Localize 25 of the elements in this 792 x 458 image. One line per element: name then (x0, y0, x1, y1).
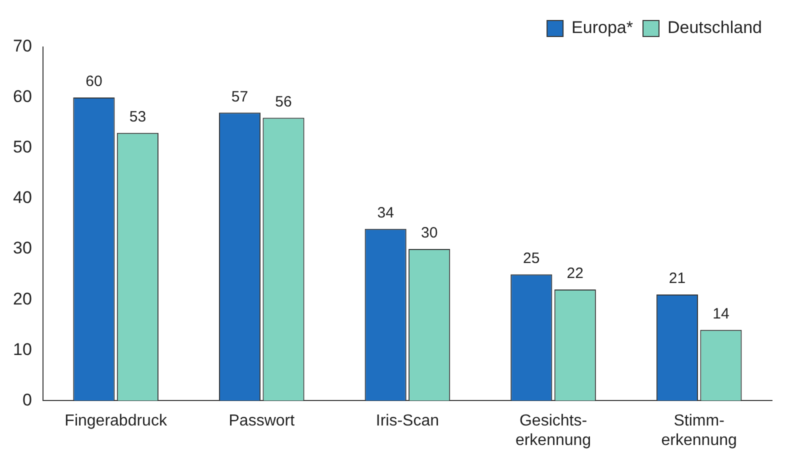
data-label: 30 (420, 224, 438, 242)
data-label: 14 (712, 306, 730, 323)
legend-label: Deutschland (667, 18, 762, 38)
x-tick-label: Stimm- erkennung (661, 412, 737, 449)
data-label: 53 (129, 108, 146, 126)
y-tick-label: 0 (22, 390, 32, 410)
x-tick-label: Fingerabdruck (64, 412, 168, 430)
y-tick-label: 30 (12, 238, 32, 258)
data-label: 22 (566, 265, 584, 282)
y-tick-label: 60 (12, 87, 32, 106)
data-label: 60 (86, 73, 102, 90)
data-label: 25 (523, 250, 540, 267)
y-tick-label: 50 (12, 138, 32, 157)
x-tick-label: Iris-Scan (376, 412, 440, 430)
y-tick-label: 20 (12, 289, 32, 308)
data-label: 57 (231, 88, 248, 106)
data-label: 56 (275, 93, 292, 110)
data-label: 21 (668, 270, 686, 288)
y-tick-label: 10 (12, 340, 32, 359)
legend-label: Europa* (572, 18, 634, 38)
y-tick-label: 40 (12, 188, 32, 208)
y-tick-label: 70 (12, 36, 32, 56)
data-label: 34 (377, 204, 394, 222)
x-tick-label: Passwort (228, 412, 296, 430)
x-tick-label: Gesichts- erkennung (515, 412, 592, 449)
